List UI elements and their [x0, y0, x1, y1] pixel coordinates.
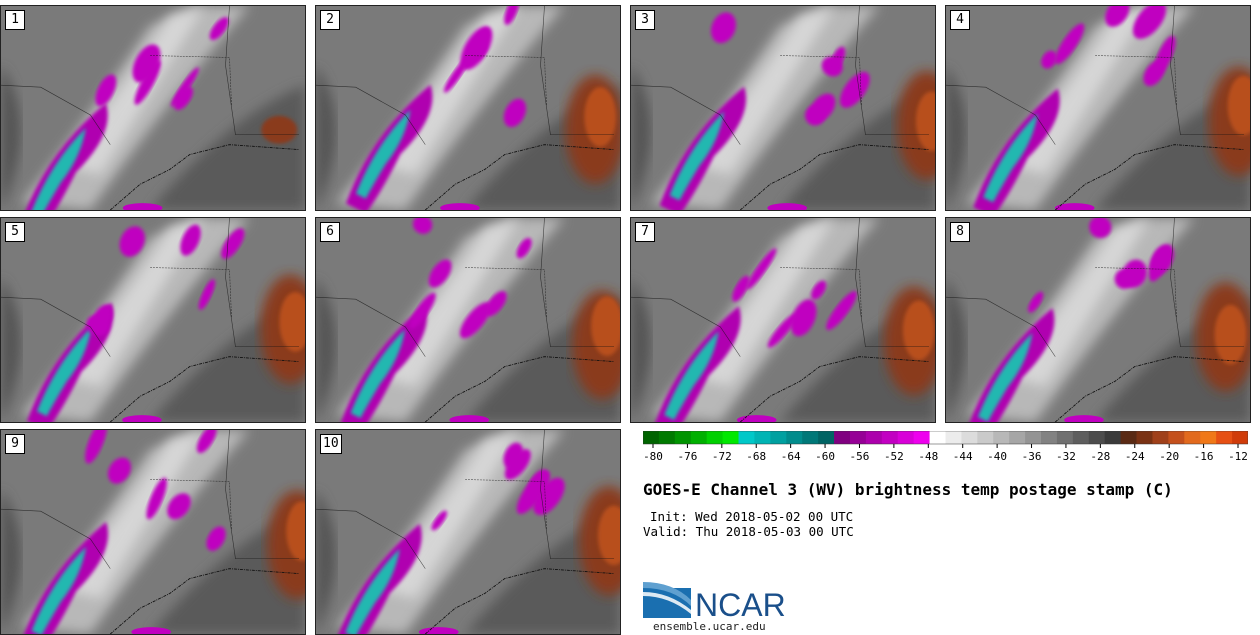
colorbar-swatch	[945, 431, 962, 444]
wv-map	[316, 430, 620, 634]
member-number-label: 2	[320, 10, 340, 30]
wv-map	[1, 430, 305, 634]
member-number-label: 9	[5, 434, 25, 454]
colorbar-swatch	[1232, 431, 1249, 444]
colorbar-tick-label: -32	[1056, 450, 1076, 463]
wv-map	[631, 6, 935, 210]
colorbar-swatch	[722, 431, 739, 444]
colorbar-tick-label: -36	[1022, 450, 1042, 463]
member-number-label: 5	[5, 222, 25, 242]
colorbar-tick-label: -76	[677, 450, 697, 463]
member-number-label: 6	[320, 222, 340, 242]
stamp-panel-9: 9	[0, 429, 306, 635]
wv-map	[946, 218, 1250, 422]
colorbar-tick-label: -64	[781, 450, 801, 463]
member-number-label: 7	[635, 222, 655, 242]
member-number-label: 8	[950, 222, 970, 242]
colorbar-tick-label: -60	[815, 450, 835, 463]
colorbar-swatch	[1041, 431, 1058, 444]
wv-map	[316, 218, 620, 422]
colorbar-swatch	[818, 431, 835, 444]
colorbar-swatch	[674, 431, 692, 444]
colorbar-swatch	[643, 431, 660, 444]
wv-map	[1, 6, 305, 210]
stamp-panel-10: 10	[315, 429, 621, 635]
stamp-panel-6: 6	[315, 217, 621, 423]
stamp-panel-3: 3	[630, 5, 936, 211]
colorbar-tick-label: -12	[1228, 450, 1248, 463]
valid-time: Valid: Thu 2018-05-03 00 UTC	[643, 524, 854, 539]
colorbar-tick-label: -16	[1194, 450, 1214, 463]
colorbar-swatch	[1152, 431, 1169, 444]
stamp-panel-4: 4	[945, 5, 1251, 211]
colorbar-swatch	[993, 431, 1010, 444]
stamp-panel-2: 2	[315, 5, 621, 211]
colorbar-swatch	[834, 431, 851, 444]
colorbar-tick-label: -52	[884, 450, 904, 463]
colorbar-tick-label: -24	[1125, 450, 1145, 463]
wv-map	[946, 6, 1250, 210]
member-number-label: 1	[5, 10, 25, 30]
colorbar-tick-label: -28	[1090, 450, 1110, 463]
colorbar-swatch	[913, 431, 930, 444]
colorbar-swatch	[706, 431, 723, 444]
colorbar-swatch	[897, 431, 915, 444]
colorbar-swatch	[738, 431, 755, 444]
logo-text: NCAR	[695, 587, 786, 620]
colorbar-swatch	[1088, 431, 1106, 444]
colorbar-swatch	[802, 431, 819, 444]
colorbar-swatch	[865, 431, 883, 444]
stamp-panel-7: 7	[630, 217, 936, 423]
colorbar-swatch	[658, 431, 676, 444]
colorbar-swatch	[1056, 431, 1074, 444]
wv-map	[316, 6, 620, 210]
colorbar-swatch	[1104, 431, 1122, 444]
colorbar-swatch	[1072, 431, 1090, 444]
member-number-label: 10	[320, 434, 342, 454]
colorbar-swatch	[1200, 431, 1217, 444]
colorbar-swatch	[849, 431, 867, 444]
colorbar-swatch	[690, 431, 708, 444]
figure-title: GOES-E Channel 3 (WV) brightness temp po…	[643, 480, 1173, 499]
colorbar-swatch	[1009, 431, 1026, 444]
member-number-label: 3	[635, 10, 655, 30]
wv-map	[1, 218, 305, 422]
colorbar-tick-label: -80	[643, 450, 663, 463]
colorbar-swatch	[1216, 431, 1233, 444]
colorbar-swatch	[977, 431, 994, 444]
stamp-panel-1: 1	[0, 5, 306, 211]
ncar-logo: NCAR	[643, 582, 786, 620]
colorbar-tick-label: -48	[918, 450, 938, 463]
colorbar-swatch	[786, 431, 803, 444]
colorbar-swatch	[1120, 431, 1137, 444]
colorbar-tick-label: -68	[746, 450, 766, 463]
website-url: ensemble.ucar.edu	[653, 620, 766, 633]
colorbar-tick-label: -72	[712, 450, 732, 463]
stamp-panel-5: 5	[0, 217, 306, 423]
colorbar-swatch	[754, 431, 771, 444]
wv-map	[631, 218, 935, 422]
colorbar-legend: -80 -76 -72 -68 -64 -60 -56 -52 -48 -44 -40 -36 -32 -…	[642, 430, 1249, 465]
colorbar-swatch	[1136, 431, 1153, 444]
colorbar-swatch	[770, 431, 787, 444]
member-number-label: 4	[950, 10, 970, 30]
colorbar-swatch	[961, 431, 978, 444]
init-time: Init: Wed 2018-05-02 00 UTC	[650, 509, 854, 524]
colorbar-svg: -80 -76 -72 -68 -64 -60 -56 -52 -48 -44 -40 -36 -32 -…	[642, 430, 1249, 463]
colorbar-tick-label: -56	[850, 450, 870, 463]
logo-arc-2	[643, 592, 691, 614]
colorbar-tick-label: -20	[1159, 450, 1179, 463]
logo-arc	[643, 582, 691, 606]
colorbar-tick-label: -40	[987, 450, 1007, 463]
colorbar-tick-label: -44	[953, 450, 973, 463]
colorbar-swatch	[1184, 431, 1201, 444]
colorbar-swatch	[1168, 431, 1185, 444]
colorbar-swatch	[1025, 431, 1042, 444]
stamp-panel-8: 8	[945, 217, 1251, 423]
colorbar-swatch	[881, 431, 899, 444]
colorbar-swatch	[929, 431, 946, 444]
